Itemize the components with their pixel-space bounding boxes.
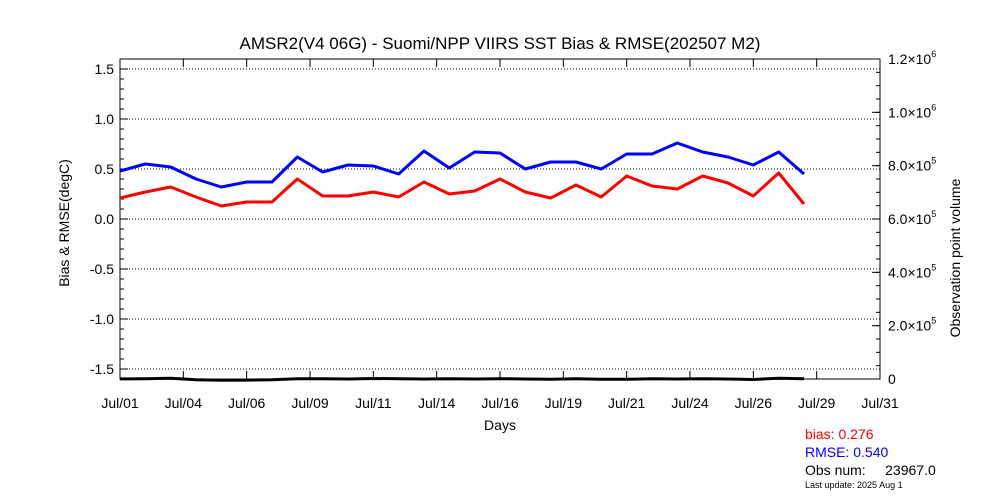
x-tick-label: Jul/11: [355, 395, 392, 411]
x-tick-label: Jul/01: [101, 395, 139, 411]
summary-stats: bias: 0.276 RMSE: 0.540 Obs num: 23967.0…: [805, 425, 936, 491]
grid-lines: [120, 68, 880, 370]
x-tick-label: Jul/21: [608, 395, 646, 411]
x-tick-label: Jul/24: [671, 395, 709, 411]
x-tick-label: Jul/06: [228, 395, 266, 411]
last-update: Last update: 2025 Aug 1: [805, 480, 903, 490]
rmse-stat: RMSE: 0.540: [805, 444, 889, 460]
right-y-axis: 0 2.0×105 4.0×105 6.0×105 8.0×105 1.0×106 1.2×…: [872, 49, 936, 387]
x-tick-label: Jul/26: [735, 395, 773, 411]
x-tick-label: Jul/19: [545, 395, 583, 411]
left-y-tick-label: 0.0: [95, 211, 115, 227]
obs-num-stat: Obs num: 23967.0: [805, 462, 936, 478]
x-axis-label: Days: [484, 417, 516, 433]
left-y-tick-label: 1.5: [95, 61, 115, 77]
bias-series-line: [119, 171, 806, 208]
right-y-tick-label: 0: [888, 371, 896, 387]
x-tick-label: Jul/16: [481, 395, 519, 411]
left-y-tick-label: 1.0: [95, 111, 115, 127]
left-y-axis: -1.5 -1.0 -0.5 0.0 0.5 1.0 1.5: [90, 61, 128, 377]
x-tick-label: Jul/09: [291, 395, 329, 411]
right-y-tick-label: 1.0×106: [888, 102, 936, 120]
left-y-tick-label: -1.5: [90, 361, 114, 377]
x-tick-label: Jul/04: [165, 395, 203, 411]
bias-stat: bias: 0.276: [805, 426, 874, 442]
obs-volume-series-line: [119, 376, 805, 382]
left-y-tick-label: -1.0: [90, 311, 114, 327]
x-tick-label: Jul/14: [418, 395, 456, 411]
x-tick-label: Jul/29: [798, 395, 836, 411]
left-y-axis-label: Bias & RMSE(degC): [56, 159, 72, 287]
right-y-tick-label: 6.0×105: [888, 209, 936, 227]
right-y-tick-label: 4.0×105: [888, 262, 936, 280]
x-axis: Jul/01 Jul/04 Jul/06 Jul/09 Jul/11 Jul/14 Jul/…: [101, 59, 899, 411]
x-tick-label: Jul/31: [861, 395, 899, 411]
series-layer: [119, 141, 806, 382]
chart-title: AMSR2(V4 06G) - Suomi/NPP VIIRS SST Bias…: [240, 34, 761, 53]
right-y-axis-label: Observation point volume: [947, 178, 963, 337]
right-y-tick-label: 1.2×106: [888, 49, 936, 67]
left-y-tick-label: -0.5: [90, 261, 114, 277]
right-y-tick-label: 2.0×105: [888, 316, 936, 334]
left-y-tick-label: 0.5: [95, 161, 115, 177]
rmse-series-line: [119, 141, 805, 189]
right-y-tick-label: 8.0×105: [888, 156, 936, 174]
